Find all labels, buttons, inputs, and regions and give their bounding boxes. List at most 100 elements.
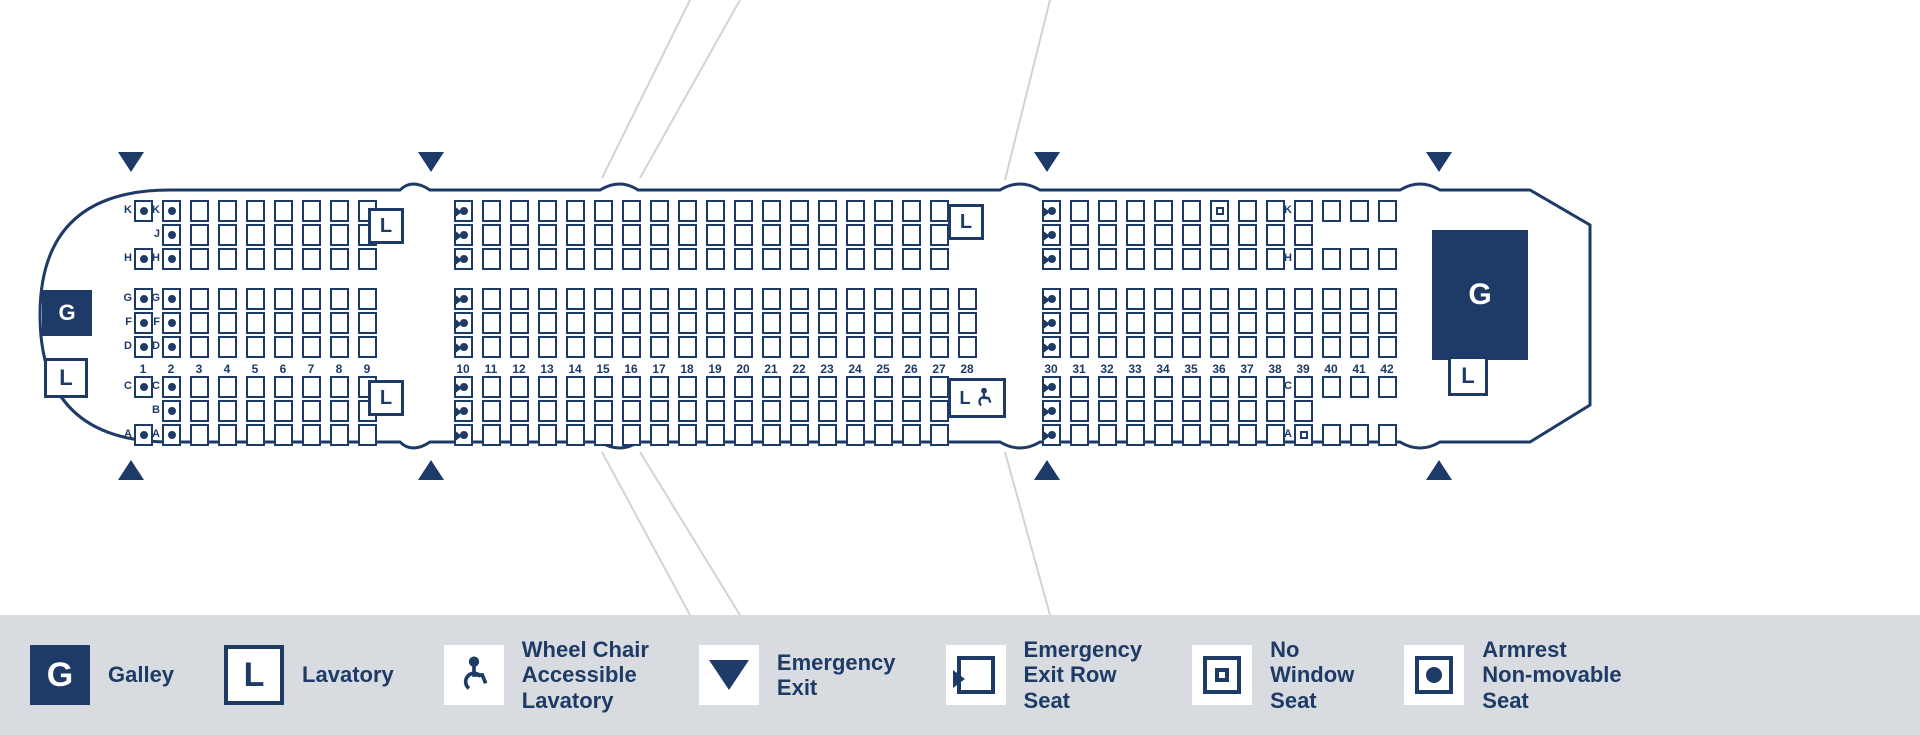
seat[interactable] [678,288,697,310]
seat[interactable] [190,312,209,334]
seat[interactable] [790,248,809,270]
seat[interactable] [538,248,557,270]
seat[interactable] [930,224,949,246]
seat[interactable] [1322,336,1341,358]
seat[interactable] [1182,424,1201,446]
seat[interactable] [246,248,265,270]
seat[interactable] [482,288,501,310]
seat[interactable] [594,200,613,222]
seat[interactable] [790,200,809,222]
seat[interactable] [678,424,697,446]
seat[interactable] [650,248,669,270]
seat[interactable] [1098,424,1117,446]
seat[interactable] [762,312,781,334]
seat[interactable] [1210,336,1229,358]
seat[interactable] [1154,336,1173,358]
seat[interactable] [762,376,781,398]
seat[interactable] [1154,312,1173,334]
seat[interactable] [330,336,349,358]
seat[interactable] [846,248,865,270]
seat[interactable] [1154,288,1173,310]
seat[interactable] [274,424,293,446]
seat[interactable] [650,312,669,334]
seat[interactable] [902,248,921,270]
seat[interactable] [874,248,893,270]
seat[interactable] [818,288,837,310]
seat[interactable] [1210,200,1229,222]
seat[interactable] [902,424,921,446]
seat[interactable] [510,312,529,334]
seat[interactable] [162,336,181,358]
seat[interactable] [1238,336,1257,358]
seat[interactable] [1098,288,1117,310]
seat[interactable] [930,400,949,422]
seat[interactable] [1098,400,1117,422]
seat[interactable] [902,312,921,334]
seat[interactable] [302,400,321,422]
seat[interactable] [454,200,473,222]
seat[interactable] [190,288,209,310]
seat[interactable] [482,312,501,334]
seat[interactable] [1126,336,1145,358]
seat[interactable] [930,424,949,446]
seat[interactable] [1322,288,1341,310]
seat[interactable] [734,376,753,398]
seat[interactable] [246,400,265,422]
seat[interactable] [874,424,893,446]
seat[interactable] [302,200,321,222]
seat[interactable] [818,248,837,270]
seat[interactable] [846,424,865,446]
seat[interactable] [274,400,293,422]
seat[interactable] [482,224,501,246]
seat[interactable] [846,224,865,246]
seat[interactable] [1238,376,1257,398]
seat[interactable] [650,200,669,222]
seat[interactable] [454,248,473,270]
seat[interactable] [902,224,921,246]
seat[interactable] [762,400,781,422]
seat[interactable] [818,224,837,246]
seat[interactable] [246,424,265,446]
seat[interactable] [650,288,669,310]
seat[interactable] [162,400,181,422]
seat[interactable] [1266,288,1285,310]
seat[interactable] [566,424,585,446]
seat[interactable] [762,424,781,446]
seat[interactable] [510,336,529,358]
seat[interactable] [1378,312,1397,334]
seat[interactable] [302,224,321,246]
seat[interactable] [510,400,529,422]
seat[interactable] [302,376,321,398]
seat[interactable] [622,248,641,270]
seat[interactable] [190,224,209,246]
seat[interactable] [482,248,501,270]
seat[interactable] [706,224,725,246]
seat[interactable] [734,248,753,270]
seat[interactable] [1266,336,1285,358]
seat[interactable] [734,224,753,246]
seat[interactable] [762,224,781,246]
seat[interactable] [1042,248,1061,270]
seat[interactable] [1098,224,1117,246]
seat[interactable] [566,376,585,398]
seat[interactable] [1098,248,1117,270]
seat[interactable] [218,424,237,446]
seat[interactable] [930,288,949,310]
seat[interactable] [594,248,613,270]
seat[interactable] [846,312,865,334]
seat[interactable] [566,200,585,222]
seat[interactable] [566,400,585,422]
seat[interactable] [706,288,725,310]
seat[interactable] [482,336,501,358]
seat[interactable] [650,376,669,398]
seat[interactable] [734,288,753,310]
seat[interactable] [1070,376,1089,398]
seat[interactable] [330,400,349,422]
seat[interactable] [330,224,349,246]
seat[interactable] [510,248,529,270]
seat[interactable] [1238,400,1257,422]
seat[interactable] [622,400,641,422]
seat[interactable] [1350,312,1369,334]
seat[interactable] [1042,312,1061,334]
seat[interactable] [218,200,237,222]
